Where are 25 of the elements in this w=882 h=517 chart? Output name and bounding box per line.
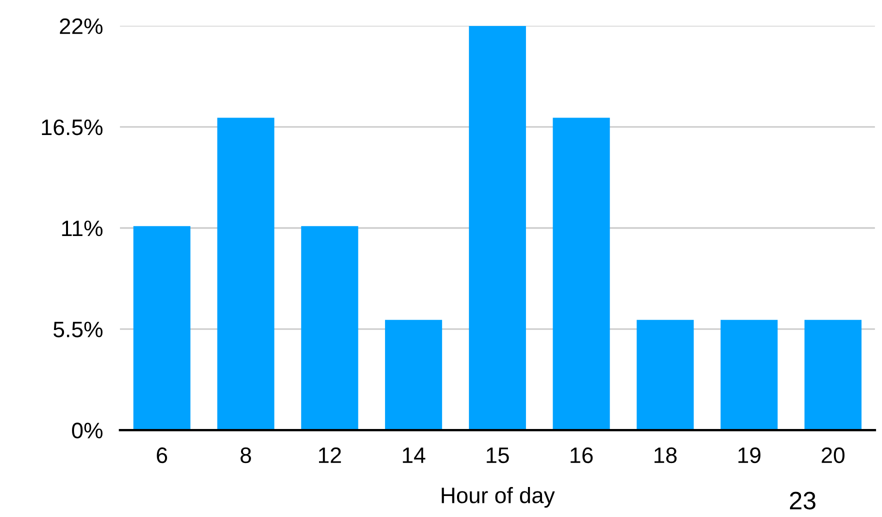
y-tick-label: 11% [62, 220, 102, 236]
x-tick-label: 16 [570, 447, 593, 464]
text: 23 [790, 492, 816, 510]
y-tick-label: 16.5% [42, 119, 102, 136]
bar [552, 118, 610, 430]
y-tick-label: 5.5% [54, 322, 102, 338]
bar [133, 226, 190, 430]
bar [301, 226, 358, 430]
x-tick-label: 20 [822, 447, 844, 464]
x-tick-label: 18 [654, 447, 677, 464]
bar [636, 320, 694, 430]
x-tick-label: 6 [156, 447, 168, 464]
bar [217, 118, 274, 430]
y-tick-label: 0% [72, 422, 102, 438]
x-tick-label: 19 [738, 447, 760, 464]
x-tick-label: 14 [402, 448, 426, 463]
x-tick-label: 8 [240, 447, 251, 464]
bar [720, 320, 778, 430]
y-tick-label: 22% [60, 18, 102, 34]
bar [468, 26, 526, 430]
x-axis-title: Hour of day [442, 486, 555, 508]
x-tick-label: 12 [319, 447, 341, 463]
bar [385, 320, 442, 430]
bar [804, 320, 862, 430]
x-tick-label: 15 [486, 448, 509, 464]
